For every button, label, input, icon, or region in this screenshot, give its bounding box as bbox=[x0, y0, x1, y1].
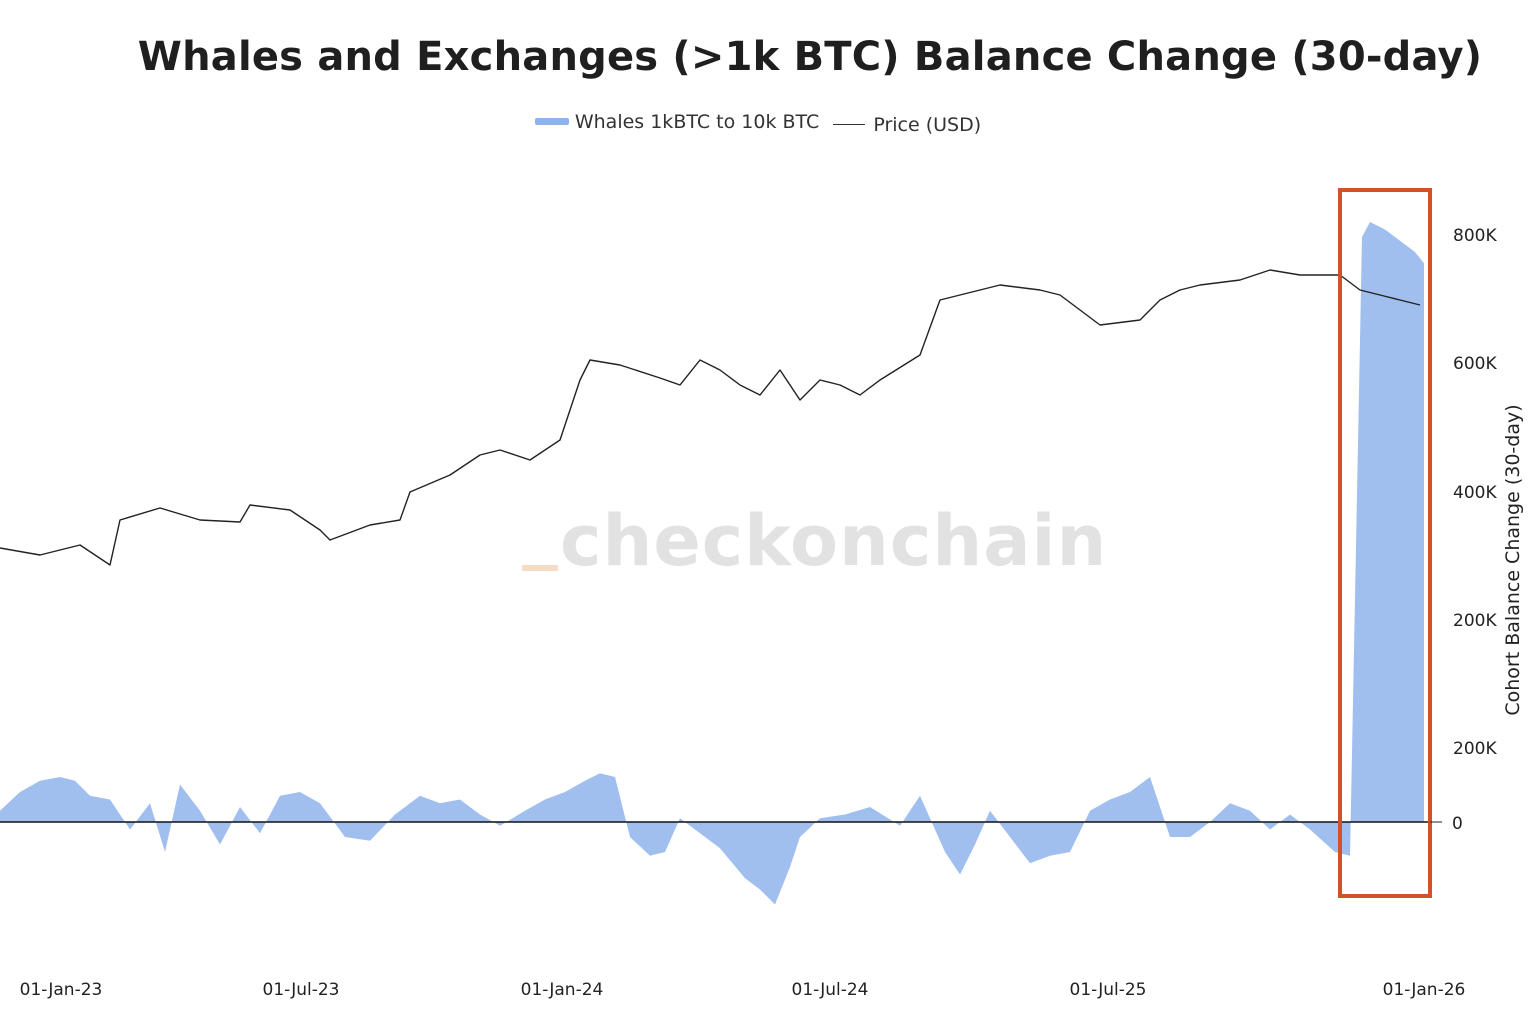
balance-area-layer bbox=[0, 222, 1424, 905]
x-tick-label: 01-Jan-23 bbox=[20, 980, 103, 1000]
watermark-underscore bbox=[522, 565, 558, 571]
y-tick-label: 200K bbox=[1453, 611, 1497, 631]
x-tick-label: 01-Jul-23 bbox=[263, 980, 340, 1000]
legend-item-whales[interactable]: Whales 1kBTC to 10k BTC bbox=[534, 110, 820, 133]
price-line-layer bbox=[0, 269, 1421, 566]
x-axis-ticks: 01-Jan-23 01-Jul-23 01-Jan-24 01-Jul-24 01-J… bbox=[20, 980, 1466, 1000]
x-tick-label: 01-Jul-25 bbox=[1070, 980, 1147, 1000]
y-tick-label: 400K bbox=[1453, 483, 1497, 503]
balance-area bbox=[0, 222, 1424, 905]
y-tick-label: 0 bbox=[1452, 814, 1463, 834]
legend: Whales 1kBTC to 10k BTC Price (USD) bbox=[0, 108, 1516, 136]
x-tick-label: 01-Jul-24 bbox=[792, 980, 869, 1000]
chart-title: Whales and Exchanges (>1k BTC) Balance C… bbox=[137, 34, 1483, 80]
x-tick-label: 01-Jan-24 bbox=[521, 980, 604, 1000]
price-line bbox=[0, 269, 1421, 566]
y-tick-label: 600K bbox=[1453, 354, 1497, 374]
watermark-text: checkonchain bbox=[560, 500, 1108, 582]
watermark: checkonchain bbox=[522, 500, 1107, 582]
legend-swatch-area bbox=[534, 118, 569, 125]
y-axis-label: Cohort Balance Change (30-day) bbox=[1502, 404, 1524, 715]
y-axis-ticks: 800K 600K 400K 200K 200K 0 bbox=[1452, 226, 1497, 834]
highlight-box bbox=[1338, 188, 1432, 898]
legend-item-price[interactable]: Price (USD) bbox=[833, 114, 981, 136]
x-tick-label: 01-Jan-26 bbox=[1383, 980, 1466, 1000]
legend-label-price: Price (USD) bbox=[873, 113, 982, 136]
legend-swatch-line bbox=[833, 124, 866, 125]
y-tick-label: 800K bbox=[1453, 226, 1497, 246]
legend-label-whales: Whales 1kBTC to 10k BTC bbox=[574, 110, 820, 133]
y-tick-label: 200K bbox=[1453, 739, 1497, 759]
